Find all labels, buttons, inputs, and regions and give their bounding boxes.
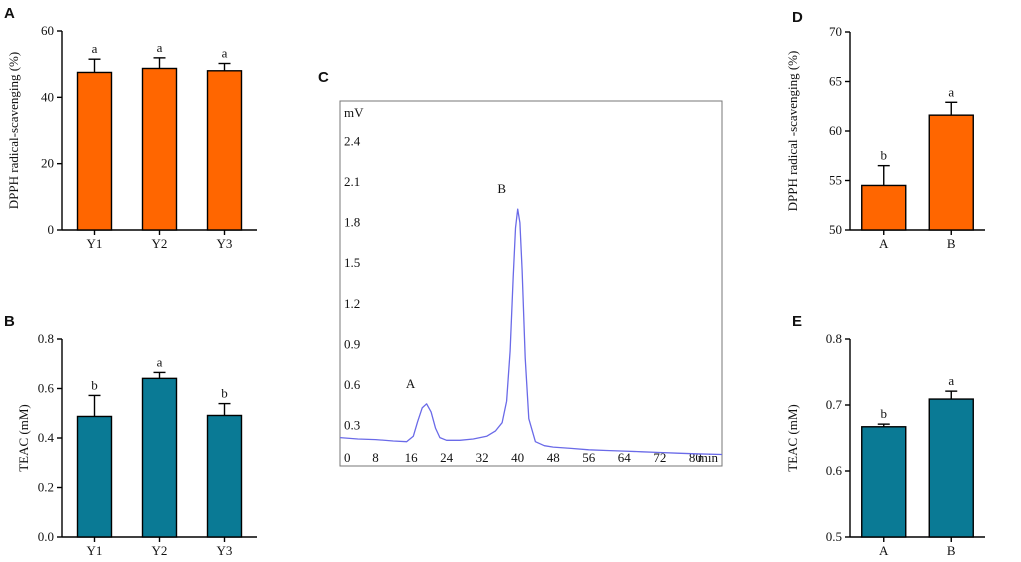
y-tick-label: 2.4 [344, 134, 361, 149]
y-tick-label: 60 [829, 123, 842, 138]
y-tick-label: 1.2 [344, 296, 360, 311]
y-axis-unit: mV [344, 105, 364, 120]
bar [76, 71, 113, 231]
x-tick-label: B [947, 236, 956, 251]
panel-a: A 0 20 40 60 DPPH radical-scavenging (%) a Y1 a Y… [4, 5, 257, 251]
y-tick-label: 0.2 [38, 480, 54, 495]
y-tick-label: 1.5 [344, 255, 360, 270]
y-tick-label: 50 [829, 222, 842, 237]
y-tick-label: 60 [41, 23, 54, 38]
x-tick-label: A [879, 236, 889, 251]
x-tick-label: 0 [344, 450, 351, 465]
y-axis-title: TEAC (mM) [785, 404, 800, 472]
bar [861, 184, 907, 231]
x-tick-label: 8 [372, 450, 379, 465]
significance-label: b [221, 386, 228, 401]
panel-letter: E [792, 313, 802, 330]
plot-frame [339, 100, 723, 467]
x-axis-unit: min [698, 450, 719, 465]
chromatogram-trace [339, 208, 723, 456]
x-tick-label: A [879, 543, 889, 558]
x-tick-label: 24 [440, 450, 454, 465]
significance-label: b [91, 377, 98, 392]
x-tick-label: Y2 [152, 543, 168, 558]
y-tick-label: 0.7 [826, 397, 843, 412]
y-tick-label: 0.6 [38, 381, 55, 396]
y-tick-label: 0.5 [826, 529, 842, 544]
x-tick-label: Y1 [87, 543, 103, 558]
significance-label: a [948, 84, 954, 99]
x-tick-label: Y3 [217, 236, 233, 251]
peak-label: B [497, 181, 506, 196]
x-tick-label: 32 [476, 450, 489, 465]
y-axis-title: DPPH radical-scavenging (%) [6, 52, 21, 209]
y-tick-label: 65 [829, 74, 842, 89]
panel-letter: B [4, 313, 15, 330]
y-tick-label: 0 [48, 222, 55, 237]
bar [141, 67, 178, 231]
bar [928, 114, 974, 231]
y-tick-label: 0.9 [344, 336, 360, 351]
y-tick-label: 0.8 [38, 331, 54, 346]
bar [206, 414, 243, 538]
panel-e: E 0.5 0.6 0.7 0.8 TEAC (mM) b Aa B [785, 313, 985, 558]
x-tick-label: 48 [547, 450, 560, 465]
peak-label: A [406, 376, 416, 391]
y-tick-label: 0.0 [38, 529, 54, 544]
significance-label: b [881, 148, 888, 163]
significance-label: a [157, 354, 163, 369]
x-tick-label: B [947, 543, 956, 558]
y-tick-label: 1.8 [344, 215, 360, 230]
y-tick-label: 2.1 [344, 174, 360, 189]
x-tick-label: Y1 [87, 236, 103, 251]
y-tick-label: 55 [829, 173, 842, 188]
x-tick-label: 16 [405, 450, 419, 465]
bar [141, 377, 178, 538]
significance-label: a [157, 40, 163, 55]
y-axis-title: DPPH radical -scavenging (%) [785, 51, 800, 212]
bar [928, 398, 974, 538]
panel-b: B 0.0 0.2 0.4 0.6 0.8 TEAC (mM) b Y1 a Y2 b Y3 [4, 313, 257, 558]
panel-d: D 50 55 60 65 70 DPPH radical -scavenging (%) b… [785, 9, 985, 251]
y-tick-label: 70 [829, 24, 842, 39]
significance-label: a [92, 41, 98, 56]
x-tick-label: Y2 [152, 236, 168, 251]
x-tick-label: 72 [653, 450, 666, 465]
significance-label: a [222, 46, 228, 61]
y-tick-label: 0.4 [38, 430, 55, 445]
y-tick-label: 0.6 [826, 463, 843, 478]
bar [76, 415, 113, 538]
y-tick-label: 0.3 [344, 417, 360, 432]
y-tick-label: 0.8 [826, 331, 842, 346]
panel-c: C 0.3 0.6 0.9 1.2 1.5 1.8 2.1 2.4 mV 0 8 16 24 32 40 48 5… [318, 69, 723, 467]
x-tick-label: Y3 [217, 543, 233, 558]
x-tick-label: 56 [582, 450, 596, 465]
x-tick-label: 40 [511, 450, 524, 465]
significance-label: a [948, 373, 954, 388]
y-tick-label: 20 [41, 156, 54, 171]
panel-letter: A [4, 5, 15, 22]
bar [206, 70, 243, 231]
bar [861, 426, 907, 538]
significance-label: b [881, 406, 888, 421]
panel-letter: D [792, 9, 803, 26]
y-axis-title: TEAC (mM) [16, 404, 31, 472]
y-tick-label: 0.6 [344, 377, 361, 392]
panel-letter: C [318, 69, 329, 86]
y-tick-label: 40 [41, 89, 54, 104]
x-tick-label: 64 [618, 450, 632, 465]
